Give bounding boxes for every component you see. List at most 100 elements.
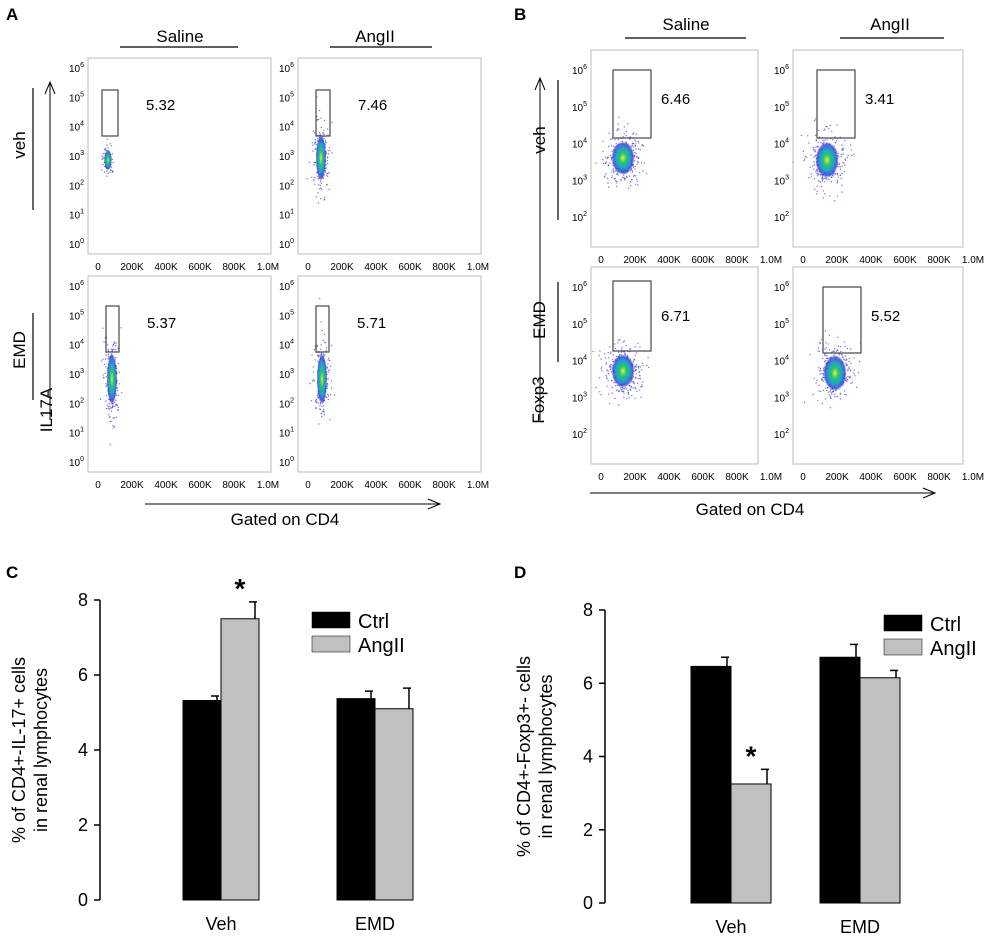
event-dot — [313, 180, 315, 182]
legend-label-ctrl: Ctrl — [358, 611, 389, 633]
event-dot — [614, 139, 616, 141]
event-dot — [839, 166, 841, 168]
event-dot — [837, 345, 840, 347]
event-dot — [815, 134, 817, 137]
y-tick-exponent: 2 — [583, 428, 587, 435]
event-dot — [623, 341, 625, 343]
event-dot — [605, 161, 608, 163]
y-tick-label: 105 — [774, 318, 789, 331]
event-dot — [836, 182, 838, 184]
event-dot — [826, 355, 828, 357]
event-dot — [641, 385, 643, 388]
event-dot — [640, 386, 642, 388]
event-dot — [612, 168, 615, 170]
y-tick-base: 10 — [69, 282, 81, 293]
y-tick-label: 105 — [69, 309, 84, 322]
event-dot — [609, 368, 612, 371]
event-dot — [843, 162, 845, 165]
y-tick-exponent: 5 — [583, 318, 587, 325]
event-dot — [628, 187, 630, 190]
gate-percentage: 5.52 — [871, 308, 900, 325]
event-dot — [846, 379, 848, 381]
y-tick-exponent: 4 — [80, 121, 84, 128]
event-dot — [820, 369, 822, 372]
event-dot — [845, 394, 847, 396]
x-tick-label: 1.0M — [257, 262, 279, 273]
event-dot — [853, 153, 855, 155]
event-dot — [626, 397, 628, 400]
event-dot — [829, 391, 831, 393]
y-tick-exponent: 4 — [290, 339, 294, 346]
event-dot — [607, 351, 609, 354]
event-dot — [317, 355, 319, 357]
x-tick-label: 0 — [95, 480, 101, 491]
event-dot — [819, 373, 821, 375]
event-dot — [804, 158, 806, 160]
event-dot — [618, 351, 620, 353]
event-dot — [99, 398, 102, 400]
event-dot — [625, 135, 627, 137]
event-dot — [109, 443, 112, 446]
event-dot — [610, 351, 612, 353]
event-dot — [611, 177, 613, 179]
event-dot — [117, 394, 120, 397]
event-dot — [102, 376, 105, 379]
event-dot — [111, 169, 113, 171]
event-dot — [648, 366, 650, 369]
event-dot — [821, 177, 823, 180]
event-dot — [609, 346, 611, 348]
event-dot — [323, 199, 326, 201]
event-dot — [819, 367, 822, 370]
event-dot — [810, 154, 812, 156]
event-dot — [847, 368, 849, 371]
y-tick-exponent: 3 — [290, 368, 294, 375]
event-dot — [324, 196, 326, 199]
event-dot — [625, 175, 628, 178]
event-dot — [611, 386, 613, 389]
y-axis-title-line-2: in renal lymphocytes — [31, 668, 51, 832]
event-dot — [817, 347, 820, 349]
event-dot — [824, 193, 826, 195]
event-dot — [616, 182, 618, 184]
event-dot — [839, 398, 842, 400]
event-dot — [102, 358, 104, 360]
event-dot — [810, 173, 812, 175]
event-dot — [834, 200, 836, 202]
event-dot — [632, 132, 635, 134]
event-dot — [104, 148, 107, 150]
x-tick-label: 400K — [364, 480, 388, 491]
y-tick-label: 105 — [774, 101, 789, 114]
event-dot — [326, 367, 329, 369]
event-dot — [639, 377, 641, 380]
event-dot — [818, 129, 820, 132]
event-dot — [845, 364, 847, 366]
event-dot — [607, 186, 610, 188]
event-dot — [814, 164, 816, 166]
x-tick-label: 600K — [398, 262, 422, 273]
event-dot — [636, 382, 639, 384]
y-tick-label: 104 — [69, 339, 84, 352]
event-dot — [107, 147, 109, 149]
event-dot — [320, 182, 322, 184]
event-dot — [105, 383, 107, 385]
x-tick-label: 400K — [657, 472, 681, 483]
y-tick-exponent: 4 — [785, 355, 789, 362]
event-dot — [625, 388, 628, 390]
y-tick-label: 8 — [583, 600, 593, 620]
event-dot — [814, 150, 816, 152]
event-dot — [313, 164, 315, 166]
x-tick-label: 400K — [364, 262, 388, 273]
y-axis-title-line-2: in renal lymphocytes — [536, 674, 556, 838]
event-dot — [320, 126, 322, 129]
event-dot — [318, 131, 321, 134]
event-dot — [641, 369, 643, 371]
event-dot — [858, 360, 861, 363]
event-dot — [820, 185, 823, 188]
event-dot — [846, 156, 849, 158]
event-dot — [837, 349, 839, 352]
y-tick-base: 10 — [69, 123, 81, 134]
gate-percentage: 5.71 — [357, 315, 386, 332]
y-tick-base: 10 — [572, 357, 584, 368]
y-marker-label: IL17A — [37, 387, 56, 432]
event-dot — [853, 372, 855, 374]
